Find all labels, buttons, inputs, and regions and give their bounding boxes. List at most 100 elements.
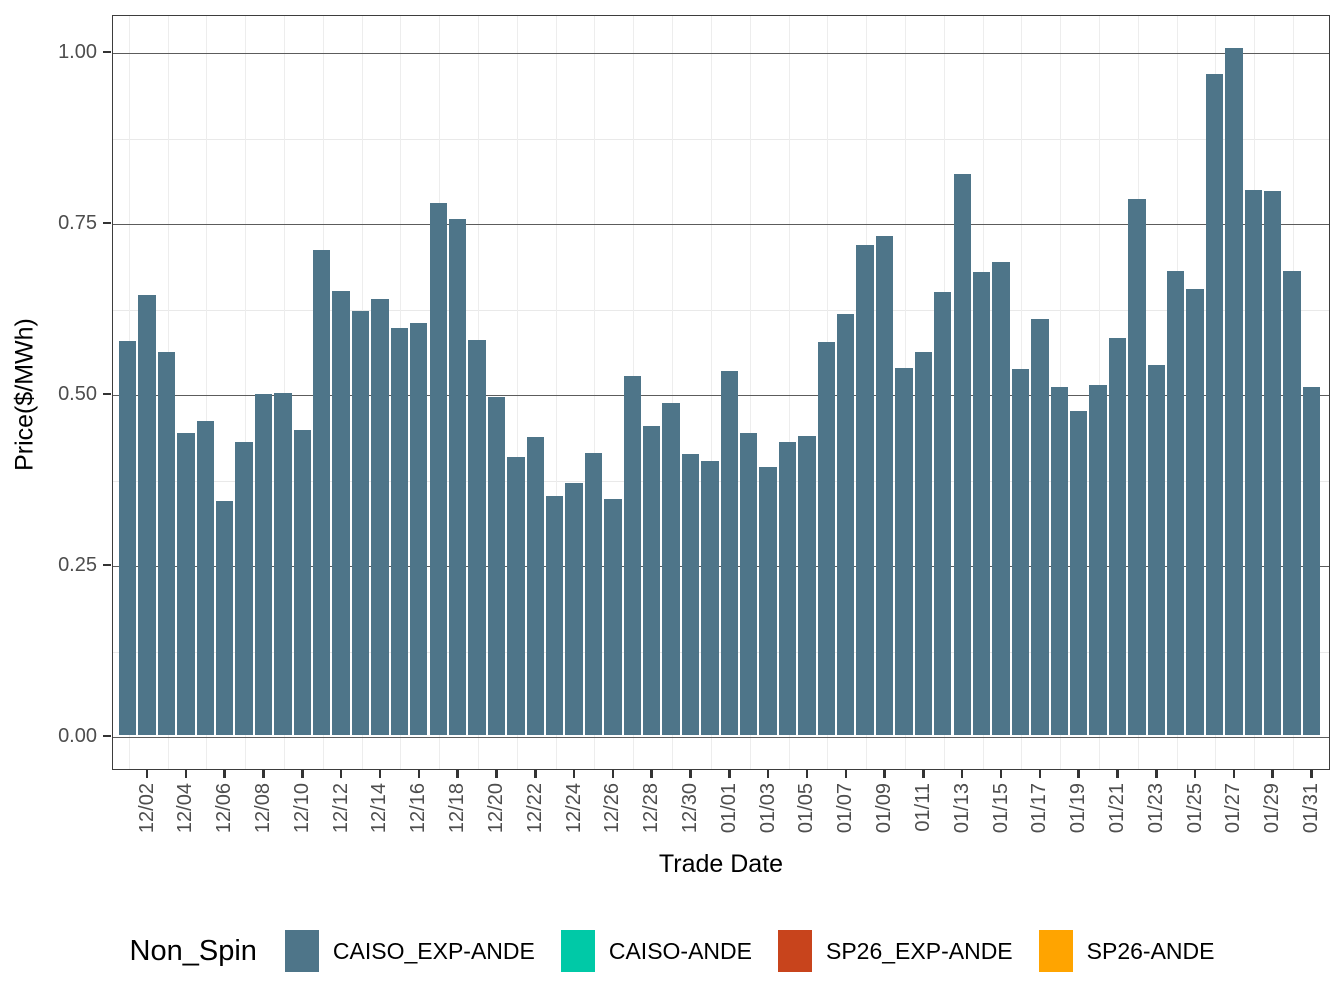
bar (138, 295, 156, 735)
x-tick-label: 01/17 (1028, 783, 1051, 834)
minor-gridline-v (516, 16, 518, 769)
x-tick-label: 12/22 (523, 783, 546, 834)
x-tick-label: 01/21 (1105, 783, 1128, 834)
bar (662, 403, 680, 735)
bar (642, 425, 661, 735)
bar (1108, 337, 1127, 735)
x-tick-mark (922, 770, 925, 778)
x-tick-mark (145, 770, 149, 778)
minor-gridline-v (245, 16, 247, 769)
bar (332, 291, 350, 735)
x-tick-mark (223, 770, 226, 778)
bar (254, 393, 273, 735)
x-tick-label: 12/06 (213, 783, 236, 834)
x-tick-label: 12/12 (329, 783, 352, 834)
bar (856, 244, 874, 735)
y-tick-label: 0.75 (58, 212, 97, 234)
x-tick-label: 01/23 (1144, 783, 1167, 834)
x-tick-label: 01/05 (795, 783, 818, 834)
bar (235, 441, 253, 735)
x-tick-label: 12/16 (407, 783, 430, 834)
bar (351, 310, 370, 735)
y-tick-mark (103, 51, 111, 53)
bar (1244, 189, 1262, 735)
legend-key-swatch (284, 930, 319, 972)
bar (565, 483, 583, 735)
legend-entry: CAISO_EXP-ANDE (284, 930, 535, 972)
bar (468, 340, 486, 735)
x-tick-label: 01/11 (911, 783, 934, 832)
bar (701, 461, 719, 735)
bar (1264, 190, 1282, 735)
bar (778, 441, 797, 735)
legend-key-swatch (560, 930, 595, 972)
bar (1069, 411, 1088, 735)
bar (681, 453, 700, 735)
x-tick-mark (1038, 770, 1042, 778)
minor-gridline-h (113, 138, 1329, 140)
bar (1283, 271, 1301, 735)
x-tick-label: 01/03 (756, 783, 779, 834)
bar (837, 313, 855, 735)
bar (1166, 271, 1185, 735)
x-tick-mark (301, 770, 304, 778)
x-tick-mark (844, 770, 847, 778)
x-tick-mark (1077, 770, 1080, 778)
bar (507, 457, 525, 735)
x-tick-mark (883, 770, 886, 778)
x-tick-mark (805, 770, 809, 778)
y-tick-mark (103, 393, 111, 395)
x-tick-label: 01/13 (950, 783, 973, 834)
x-tick-label: 01/25 (1183, 783, 1206, 834)
x-tick-label: 12/24 (562, 783, 585, 834)
bar (526, 437, 544, 735)
x-tick-label: 12/04 (174, 783, 197, 834)
x-tick-mark (1232, 770, 1236, 778)
plot-panel (112, 15, 1330, 770)
x-tick-mark (611, 770, 615, 778)
bar (759, 466, 777, 735)
x-tick-mark (766, 770, 770, 778)
x-tick-label: 01/15 (989, 783, 1012, 834)
y-axis-title: Price($/MWh) (10, 318, 39, 471)
bar (1225, 48, 1243, 735)
x-tick-mark (262, 770, 265, 778)
bar (313, 250, 331, 735)
legend-key-label: SP26-ANDE (1086, 937, 1215, 964)
bar (196, 421, 215, 735)
x-tick-mark (417, 770, 421, 778)
bar (992, 262, 1010, 735)
legend-entry: SP26_EXP-ANDE (778, 930, 1013, 972)
x-tick-label: 12/14 (368, 783, 391, 834)
legend-entry: CAISO-ANDE (560, 930, 752, 972)
bar (1147, 364, 1165, 735)
bar (157, 351, 176, 735)
bar (623, 375, 641, 735)
legend-entry: SP26-ANDE (1038, 930, 1215, 972)
minor-gridline-v (283, 16, 285, 769)
bar (1302, 386, 1321, 735)
y-tick-mark (103, 564, 111, 566)
x-tick-label: 01/01 (717, 783, 740, 834)
x-tick-label: 12/20 (484, 783, 507, 834)
bar (390, 328, 409, 735)
bar (1186, 289, 1204, 735)
major-gridline-h (113, 737, 1329, 738)
bar (972, 271, 991, 735)
x-tick-mark (534, 770, 537, 778)
bar (216, 501, 234, 735)
bar (177, 433, 195, 735)
bar (740, 433, 758, 735)
bar (798, 436, 816, 735)
y-tick-mark (103, 735, 111, 737)
y-tick-label: 1.00 (58, 41, 97, 63)
legend-key-label: CAISO_EXP-ANDE (332, 937, 535, 964)
x-tick-mark (650, 770, 653, 778)
x-tick-mark (1155, 770, 1158, 778)
y-tick-mark (103, 222, 111, 224)
x-tick-label: 01/27 (1222, 783, 1245, 834)
bar (914, 351, 933, 735)
legend-key-label: SP26_EXP-ANDE (826, 937, 1013, 964)
bar (584, 452, 603, 735)
legend: Non_Spin CAISO_EXP-ANDE CAISO-ANDE SP26_EX… (0, 918, 1344, 984)
